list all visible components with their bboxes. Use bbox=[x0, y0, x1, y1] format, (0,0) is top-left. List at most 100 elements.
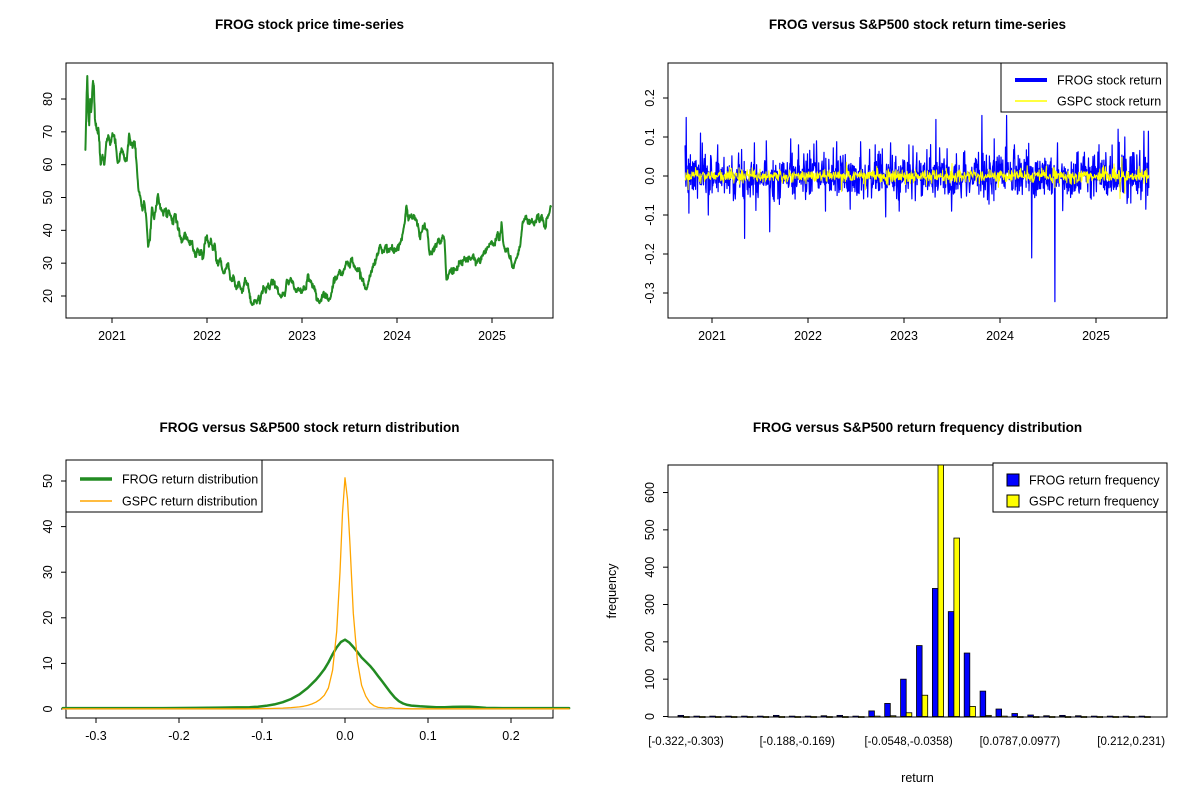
frog-frequency-bar bbox=[979, 690, 987, 717]
x-axis-tick-label: 2022 bbox=[794, 329, 822, 343]
gspc-frequency-bar bbox=[969, 706, 976, 717]
y-axis-tick-label: 20 bbox=[41, 289, 55, 303]
histogram-bin-label: [-0.322,-0.303) bbox=[648, 736, 724, 748]
y-axis-tick-label: 30 bbox=[41, 565, 55, 579]
x-axis-tick-label: 2021 bbox=[698, 329, 726, 343]
x-axis-title: return bbox=[901, 771, 934, 785]
gspc-frequency-bar bbox=[873, 715, 881, 718]
histogram-chart: 0 100 200 300 400 500 600 [-0.322,-0.303) [-0.18… bbox=[605, 462, 1168, 785]
gspc-frequency-bar bbox=[794, 716, 801, 718]
gspc-return-line bbox=[684, 156, 1150, 200]
gspc-frequency-bar bbox=[810, 716, 817, 718]
gspc-frequency-bar bbox=[1080, 716, 1088, 718]
price-line bbox=[84, 75, 552, 307]
frog-frequency-bar bbox=[772, 714, 780, 717]
gspc-frequency-bar bbox=[937, 464, 944, 717]
x-axis-tick-label: 0.0 bbox=[336, 729, 353, 743]
y-axis-tick-label: 400 bbox=[643, 557, 657, 578]
frog-frequency-bar bbox=[995, 708, 1002, 717]
legend-entry-label: FROG stock return bbox=[1057, 74, 1162, 88]
gspc-frequency-bar bbox=[1048, 716, 1056, 718]
gspc-frequency-bar bbox=[1096, 716, 1103, 718]
histogram-chart-title: FROG versus S&P500 return frequency dist… bbox=[752, 420, 1083, 435]
frog-frequency-bar bbox=[836, 714, 843, 717]
gspc-frequency-bar bbox=[842, 716, 849, 718]
frog-frequency-bar bbox=[931, 588, 939, 717]
x-axis-tick-label: 2023 bbox=[288, 329, 316, 343]
y-axis-tick-label: 100 bbox=[643, 669, 657, 690]
frog-frequency-bar bbox=[820, 715, 828, 718]
frog-frequency-bar bbox=[1027, 714, 1034, 717]
x-axis-tick-label: 2023 bbox=[890, 329, 918, 343]
x-axis-tick-label: 2024 bbox=[383, 329, 411, 343]
frog-frequency-bar bbox=[947, 611, 955, 717]
gspc-frequency-bar bbox=[1128, 716, 1135, 718]
y-axis-tick-label: 50 bbox=[41, 474, 55, 488]
legend-entry-label: GSPC return frequency bbox=[1029, 495, 1160, 509]
gspc-frequency-bar bbox=[1064, 716, 1072, 718]
gspc-frequency-bar bbox=[953, 537, 960, 717]
y-axis-tick-label: 80 bbox=[41, 92, 55, 106]
gspc-frequency-bar bbox=[858, 716, 865, 718]
gspc-frequency-bar bbox=[1112, 716, 1119, 718]
frog-frequency-bar bbox=[693, 715, 700, 718]
frog-frequency-bar bbox=[1011, 713, 1018, 717]
y-axis-tick-label: 30 bbox=[41, 256, 55, 270]
gspc-frequency-bar bbox=[1001, 715, 1008, 718]
legend-box bbox=[992, 462, 1168, 513]
plot-box bbox=[65, 62, 554, 319]
y-axis-tick-label: -0.3 bbox=[643, 282, 657, 304]
gspc-frequency-bar bbox=[762, 716, 770, 718]
x-axis-tick-label: 2024 bbox=[986, 329, 1014, 343]
x-axis-tick-label: 0.1 bbox=[419, 729, 436, 743]
gspc-frequency-bar bbox=[715, 716, 722, 718]
frog-frequency-bar bbox=[1106, 715, 1114, 718]
legend-entry-label: GSPC return distribution bbox=[122, 495, 258, 509]
y-axis-tick-label: 0.2 bbox=[643, 89, 657, 106]
frog-frequency-bar bbox=[741, 715, 748, 718]
gspc-frequency-bar bbox=[1144, 716, 1151, 718]
histogram-bin-label: [0.212,0.231) bbox=[1097, 736, 1165, 748]
y-axis-tick-label: 500 bbox=[643, 519, 657, 540]
y-axis-tick-label: 60 bbox=[41, 158, 55, 172]
legend-box-sample bbox=[1006, 494, 1020, 508]
x-axis-tick-label: 2025 bbox=[1082, 329, 1110, 343]
y-axis-tick-label: 10 bbox=[41, 656, 55, 670]
price-chart: 2021 2022 2023 2024 2025 20 30 40 50 60 70 80 bbox=[41, 62, 554, 343]
gspc-frequency-bar bbox=[1032, 716, 1040, 718]
gspc-frequency-bar bbox=[683, 716, 690, 718]
legend-entry-label: FROG return distribution bbox=[122, 473, 258, 487]
gspc-frequency-bar bbox=[730, 716, 738, 718]
frog-return-line bbox=[684, 114, 1150, 303]
y-axis-tick-label: 50 bbox=[41, 191, 55, 205]
density-chart: -0.3 -0.2 -0.1 0.0 0.1 0.2 0 10 20 30 40 50 FROG ret… bbox=[41, 459, 571, 743]
x-axis-tick-label: -0.3 bbox=[85, 729, 107, 743]
frog-frequency-bar bbox=[709, 715, 716, 718]
y-axis-tick-label: -0.1 bbox=[643, 204, 657, 226]
frog-frequency-bar bbox=[868, 710, 875, 717]
plot-box bbox=[667, 62, 1168, 319]
histogram-bin-label: [-0.0548,-0.0358) bbox=[864, 736, 952, 748]
x-axis-tick-label: 2025 bbox=[478, 329, 506, 343]
y-axis-tick-label: 70 bbox=[41, 125, 55, 139]
frog-frequency-bar bbox=[1138, 715, 1146, 718]
gspc-frequency-bar bbox=[889, 715, 897, 718]
y-axis-tick-label: 200 bbox=[643, 631, 657, 652]
y-axis-tick-label: 40 bbox=[41, 520, 55, 534]
x-axis-tick-label: -0.1 bbox=[251, 729, 273, 743]
frog-frequency-bar bbox=[900, 678, 907, 717]
frog-frequency-bar bbox=[788, 715, 796, 718]
legend-box bbox=[65, 459, 263, 513]
gspc-frequency-bar bbox=[778, 716, 785, 718]
plot-box bbox=[65, 459, 554, 719]
legend-entry-label: FROG return frequency bbox=[1029, 474, 1160, 488]
x-axis-tick-label: -0.2 bbox=[168, 729, 190, 743]
frog-frequency-bar bbox=[1043, 715, 1050, 718]
gspc-frequency-bar bbox=[699, 716, 706, 718]
frog-frequency-bar bbox=[963, 652, 971, 717]
y-axis-tick-label: -0.2 bbox=[643, 243, 657, 265]
price-chart-title: FROG stock price time-series bbox=[214, 17, 405, 32]
frog-frequency-bar bbox=[1059, 714, 1066, 717]
gspc-frequency-bar bbox=[746, 716, 754, 718]
